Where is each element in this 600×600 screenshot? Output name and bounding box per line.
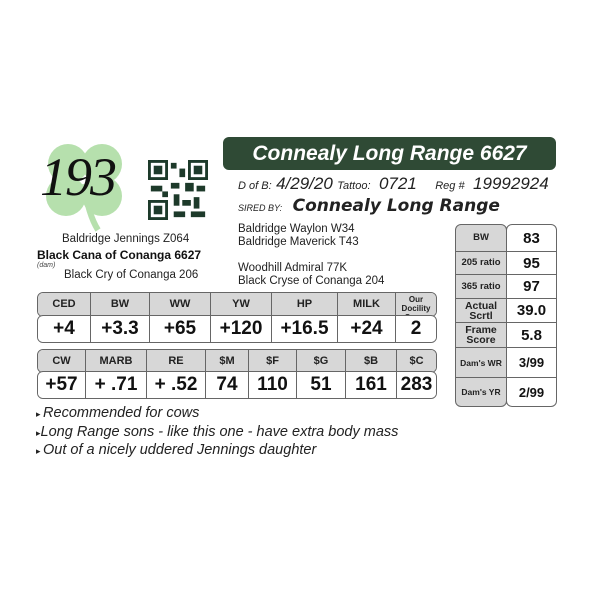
- shamrock-logo: [46, 144, 122, 232]
- value-dams-yr: 2/99: [518, 384, 545, 400]
- value-milk: +24: [338, 316, 396, 342]
- dam-grandsire: Baldridge Jennings Z064: [62, 233, 190, 245]
- reg-label: Reg #: [435, 180, 465, 192]
- value-cw: +57: [38, 372, 86, 398]
- header-bw: BW: [91, 293, 150, 316]
- value-actual-scrotal: 39.0: [507, 299, 556, 323]
- label-dams-yr: Dam's YR: [461, 387, 501, 397]
- header-ww: WW: [150, 293, 211, 316]
- performance-table: BW 205 ratio 365 ratio Actual Scrtl Fram…: [455, 224, 557, 407]
- note-item: ▸Long Range sons - like this one - have …: [36, 424, 398, 440]
- header-docility: Our Docility Score: [396, 293, 436, 316]
- pedigree-entry: Baldridge Waylon W34: [238, 223, 355, 235]
- value-bw-actual: 83: [507, 225, 556, 252]
- header-b: $B: [346, 350, 397, 372]
- value-365-ratio: 97: [507, 275, 556, 299]
- epd-header-row-1: CED BW WW YW HP MILK Our Docility Score: [37, 292, 437, 317]
- value-b: 161: [346, 372, 397, 398]
- bullet-icon: ▸: [36, 409, 44, 419]
- value-c: 283: [397, 372, 436, 398]
- label-frame-score: Frame Score: [456, 323, 506, 348]
- dob-label: D of B:: [238, 180, 272, 192]
- value-hp: +16.5: [272, 316, 338, 342]
- sire-name: Connealy Long Range: [292, 196, 500, 216]
- epd-value-row-1: +4 +3.3 +65 +120 +16.5 +24 2: [37, 315, 437, 343]
- value-marb: + .71: [86, 372, 147, 398]
- bullet-icon: ▸: [36, 428, 41, 438]
- bullet-icon: ▸: [36, 446, 44, 456]
- epd-header-row-2: CW MARB RE $M $F $G $B $C: [37, 349, 437, 373]
- pedigree-entry: Baldridge Maverick T43: [238, 236, 359, 248]
- dam-name: Black Cana of Conanga 6627: [37, 248, 202, 262]
- header-c: $C: [397, 350, 436, 372]
- note-item: ▸ Out of a nicely uddered Jennings daugh…: [36, 442, 316, 458]
- pedigree-entry: Woodhill Admiral 77K: [238, 262, 348, 274]
- header-yw: YW: [211, 293, 272, 316]
- value-f: 110: [249, 372, 297, 398]
- value-g: 51: [297, 372, 346, 398]
- qr-code-icon[interactable]: [148, 160, 208, 220]
- sire-pedigree: Baldridge Waylon W34 Baldridge Maverick …: [238, 223, 359, 249]
- sire-line: SIRED BY: Connealy Long Range: [238, 196, 500, 216]
- performance-labels: BW 205 ratio 365 ratio Actual Scrtl Fram…: [455, 224, 507, 407]
- tattoo-label: Tattoo:: [337, 180, 371, 192]
- header-f: $F: [249, 350, 297, 372]
- dam-sire-pedigree: Woodhill Admiral 77K Black Cryse of Cona…: [238, 262, 384, 288]
- label-bw: BW: [456, 225, 506, 252]
- header-g: $G: [297, 350, 346, 372]
- label-actual-scrotal: Actual Scrtl: [456, 299, 506, 323]
- header-milk: MILK: [338, 293, 396, 316]
- value-docility: 2: [396, 316, 436, 342]
- header-re: RE: [147, 350, 206, 372]
- dob-value: 4/29/20: [276, 174, 333, 193]
- header-hp: HP: [272, 293, 338, 316]
- label-365-ratio: 365 ratio: [456, 275, 506, 299]
- birth-info-line: D of B: 4/29/20 Tattoo: 0721 Reg # 19992…: [238, 174, 549, 194]
- value-ww: +65: [150, 316, 211, 342]
- header-m: $M: [206, 350, 249, 372]
- header-ced: CED: [38, 293, 91, 316]
- note-text: Long Range sons - like this one - have e…: [40, 424, 399, 440]
- lot-number: 193: [40, 147, 117, 207]
- label-dams-wr: Dam's WR: [456, 348, 506, 378]
- value-dams-wr: 3/99: [507, 348, 556, 378]
- reg-value: 19992924: [473, 174, 549, 193]
- note-text: Recommended for cows: [43, 405, 200, 421]
- pedigree-entry: Black Cryse of Conanga 204: [238, 275, 385, 287]
- value-m: 74: [206, 372, 249, 398]
- value-205-ratio: 95: [507, 252, 556, 275]
- performance-values: 83 95 97 39.0 5.8 3/99 2/99: [506, 224, 557, 407]
- dam-label: (dam): [37, 262, 56, 269]
- note-item: ▸ Recommended for cows: [36, 405, 199, 421]
- value-bw: +3.3: [91, 316, 150, 342]
- value-frame-score: 5.8: [507, 323, 556, 348]
- animal-name-banner: Connealy Long Range 6627: [223, 137, 556, 170]
- sired-by-label: SIRED BY:: [238, 203, 283, 213]
- value-ced: +4: [38, 316, 91, 342]
- note-text: Out of a nicely uddered Jennings daughte…: [43, 442, 317, 458]
- epd-value-row-2: +57 + .71 + .52 74 110 51 161 283: [37, 371, 437, 399]
- value-re: + .52: [147, 372, 206, 398]
- tattoo-value: 0721: [378, 174, 417, 193]
- header-marb: MARB: [86, 350, 147, 372]
- header-cw: CW: [38, 350, 86, 372]
- dam-granddam: Black Cry of Conanga 206: [64, 269, 199, 281]
- label-205-ratio: 205 ratio: [456, 252, 506, 275]
- value-yw: +120: [211, 316, 272, 342]
